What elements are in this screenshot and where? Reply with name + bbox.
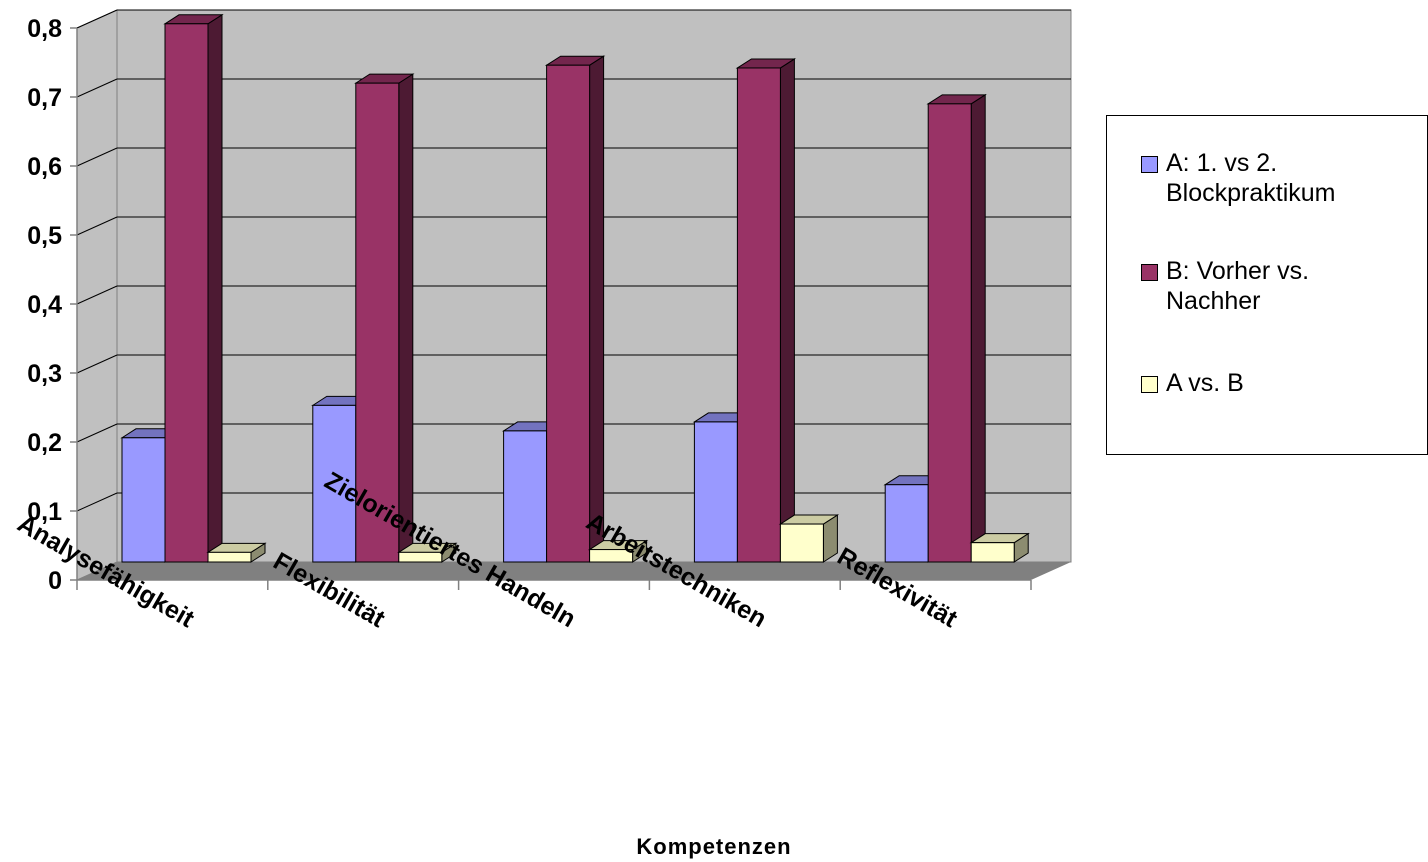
gridline-side — [76, 216, 118, 236]
bar-front — [736, 67, 781, 563]
legend: A: 1. vs 2. Blockpraktikum B: Vorher vs.… — [1106, 115, 1428, 455]
bar-side — [589, 55, 605, 563]
bar-side — [207, 13, 223, 563]
bar-front — [398, 551, 443, 563]
x-axis-title: Kompetenzen — [636, 834, 792, 859]
bar-chart: 00,10,20,30,40,50,60,70,8 Analysefähigke… — [13, 9, 1072, 634]
y-tick-label: 0,5 — [27, 222, 62, 250]
bar-front — [164, 23, 209, 563]
gridline-side — [76, 9, 118, 29]
y-tick-label: 0,6 — [27, 153, 62, 181]
bar — [163, 13, 224, 563]
gridline-side — [76, 147, 118, 167]
floor — [77, 562, 1071, 580]
bar-front — [546, 64, 591, 563]
gridline-side — [76, 354, 118, 374]
legend-swatch-series-a — [1141, 156, 1158, 173]
bar — [354, 73, 415, 563]
bar — [778, 514, 840, 563]
bar-front — [970, 542, 1015, 563]
bar-side — [398, 73, 414, 563]
legend-swatch-series-b — [1141, 264, 1158, 281]
y-tick-label: 0,4 — [27, 291, 62, 319]
bar — [587, 539, 649, 563]
bar — [926, 93, 987, 563]
bar-side — [779, 58, 795, 563]
bar — [397, 542, 458, 563]
legend-label-series-a: A: 1. vs 2. Blockpraktikum — [1166, 149, 1336, 207]
gridline-side — [76, 423, 118, 443]
bar — [206, 542, 267, 563]
bar-side — [970, 93, 986, 563]
legend-item-series-a: A: 1. vs 2. Blockpraktikum — [1141, 148, 1336, 208]
legend-label-series-ab: A vs. B — [1166, 369, 1244, 397]
y-tick-label: 0,3 — [27, 360, 62, 388]
x-axis-ticks — [76, 580, 1032, 590]
bar-front — [779, 523, 824, 563]
gridline-side — [76, 285, 118, 305]
legend-item-series-ab: A vs. B — [1141, 368, 1244, 398]
bar-front — [121, 437, 166, 563]
y-tick-label: 0,2 — [27, 429, 62, 457]
gridline-side — [76, 492, 118, 512]
legend-item-series-b: B: Vorher vs. Nachher — [1141, 256, 1309, 316]
bar — [735, 58, 797, 563]
y-axis-ticks — [70, 27, 77, 581]
bars — [120, 13, 1030, 563]
legend-label-series-b: B: Vorher vs. Nachher — [1166, 257, 1310, 315]
bar-front — [503, 430, 548, 563]
y-axis-tick-labels: 0 0,1 0,2 0,3 0,4 0,5 0,6 0,7 0,8 — [27, 15, 62, 595]
bar-front — [312, 404, 357, 563]
y-tick-label: 0,8 — [27, 15, 62, 43]
bar-front — [884, 484, 929, 563]
bar-front — [589, 549, 634, 563]
bar — [969, 532, 1030, 563]
bar-front — [207, 551, 252, 563]
y-tick-label: 0,1 — [27, 498, 62, 526]
gridline-side — [76, 78, 118, 98]
bar — [544, 55, 606, 563]
bar-front — [693, 421, 738, 563]
bar-front — [355, 82, 400, 563]
bar-front — [927, 103, 972, 563]
y-tick-label: 0 — [48, 567, 62, 595]
y-tick-label: 0,7 — [27, 84, 62, 112]
legend-swatch-series-ab — [1141, 376, 1158, 393]
